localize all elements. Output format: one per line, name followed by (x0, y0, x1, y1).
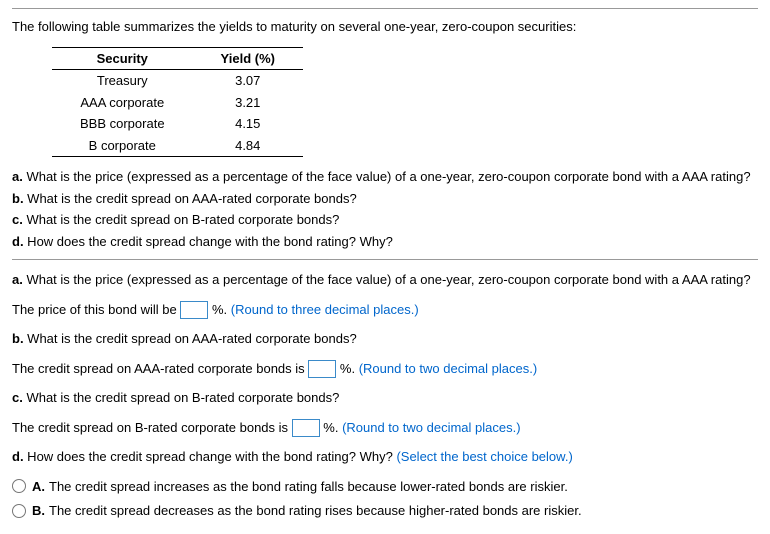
cell-security: Treasury (52, 70, 193, 92)
answer-a-hint: (Round to three decimal places.) (231, 302, 419, 317)
answer-b-prompt: b. What is the credit spread on AAA-rate… (12, 329, 758, 349)
answer-b-line: The credit spread on AAA-rated corporate… (12, 359, 758, 379)
aaa-spread-input[interactable] (308, 360, 336, 378)
answer-b-hint: (Round to two decimal places.) (359, 361, 537, 376)
answer-a-prompt: a. What is the price (expressed as a per… (12, 270, 758, 290)
answer-b-after: %. (336, 361, 358, 376)
table-row: B corporate 4.84 (52, 135, 303, 157)
answer-d-prompt: d. How does the credit spread change wit… (12, 447, 758, 467)
answer-a-label: a. (12, 272, 23, 287)
table-row: Treasury 3.07 (52, 70, 303, 92)
header-yield: Yield (%) (193, 47, 303, 70)
intro-text: The following table summarizes the yield… (12, 17, 758, 37)
answer-b-before: The credit spread on AAA-rated corporate… (12, 361, 308, 376)
answer-b-label: b. (12, 331, 24, 346)
answer-c-text: What is the credit spread on B-rated cor… (23, 390, 340, 405)
cell-yield: 4.84 (193, 135, 303, 157)
question-list: a. What is the price (expressed as a per… (12, 167, 758, 251)
yields-table: Security Yield (%) Treasury 3.07 AAA cor… (52, 47, 303, 158)
header-security: Security (52, 47, 193, 70)
table-row: AAA corporate 3.21 (52, 92, 303, 114)
option-a-row: A. The credit spread increases as the bon… (12, 477, 758, 497)
cell-yield: 4.15 (193, 113, 303, 135)
label-b: b. (12, 191, 24, 206)
answer-d-hint: (Select the best choice below.) (396, 449, 572, 464)
option-b-text: The credit spread decreases as the bond … (49, 503, 582, 518)
table-row: BBB corporate 4.15 (52, 113, 303, 135)
label-d: d. (12, 234, 24, 249)
label-a: a. (12, 169, 23, 184)
option-a-radio[interactable] (12, 479, 26, 493)
option-a-content: A. The credit spread increases as the bon… (32, 477, 568, 497)
answer-a-after: %. (208, 302, 230, 317)
text-b: What is the credit spread on AAA-rated c… (24, 191, 357, 206)
option-b-row: B. The credit spread decreases as the bon… (12, 501, 758, 521)
answer-c-hint: (Round to two decimal places.) (342, 420, 520, 435)
answer-c-before: The credit spread on B-rated corporate b… (12, 420, 292, 435)
answer-c-line: The credit spread on B-rated corporate b… (12, 418, 758, 438)
answer-d-text: How does the credit spread change with t… (24, 449, 397, 464)
option-b-letter: B. (32, 503, 45, 518)
cell-yield: 3.21 (193, 92, 303, 114)
text-d: How does the credit spread change with t… (24, 234, 393, 249)
cell-security: AAA corporate (52, 92, 193, 114)
option-b-content: B. The credit spread decreases as the bon… (32, 501, 582, 521)
cell-security: B corporate (52, 135, 193, 157)
answer-a-before: The price of this bond will be (12, 302, 180, 317)
answer-d-label: d. (12, 449, 24, 464)
cell-yield: 3.07 (193, 70, 303, 92)
option-a-letter: A. (32, 479, 45, 494)
question-b: b. What is the credit spread on AAA-rate… (12, 189, 758, 209)
answer-a-line: The price of this bond will be %. (Round… (12, 300, 758, 320)
question-c: c. What is the credit spread on B-rated … (12, 210, 758, 230)
answer-c-label: c. (12, 390, 23, 405)
b-spread-input[interactable] (292, 419, 320, 437)
text-a: What is the price (expressed as a percen… (23, 169, 751, 184)
label-c: c. (12, 212, 23, 227)
answer-b-text: What is the credit spread on AAA-rated c… (24, 331, 357, 346)
answer-section: a. What is the price (expressed as a per… (12, 270, 758, 521)
question-a: a. What is the price (expressed as a per… (12, 167, 758, 187)
answer-c-after: %. (320, 420, 342, 435)
option-a-text: The credit spread increases as the bond … (49, 479, 568, 494)
text-c: What is the credit spread on B-rated cor… (23, 212, 340, 227)
answer-a-text: What is the price (expressed as a percen… (23, 272, 751, 287)
option-b-radio[interactable] (12, 504, 26, 518)
answer-c-prompt: c. What is the credit spread on B-rated … (12, 388, 758, 408)
top-divider (12, 8, 758, 9)
price-input[interactable] (180, 301, 208, 319)
question-d: d. How does the credit spread change wit… (12, 232, 758, 252)
cell-security: BBB corporate (52, 113, 193, 135)
section-divider (12, 259, 758, 260)
table-header-row: Security Yield (%) (52, 47, 303, 70)
